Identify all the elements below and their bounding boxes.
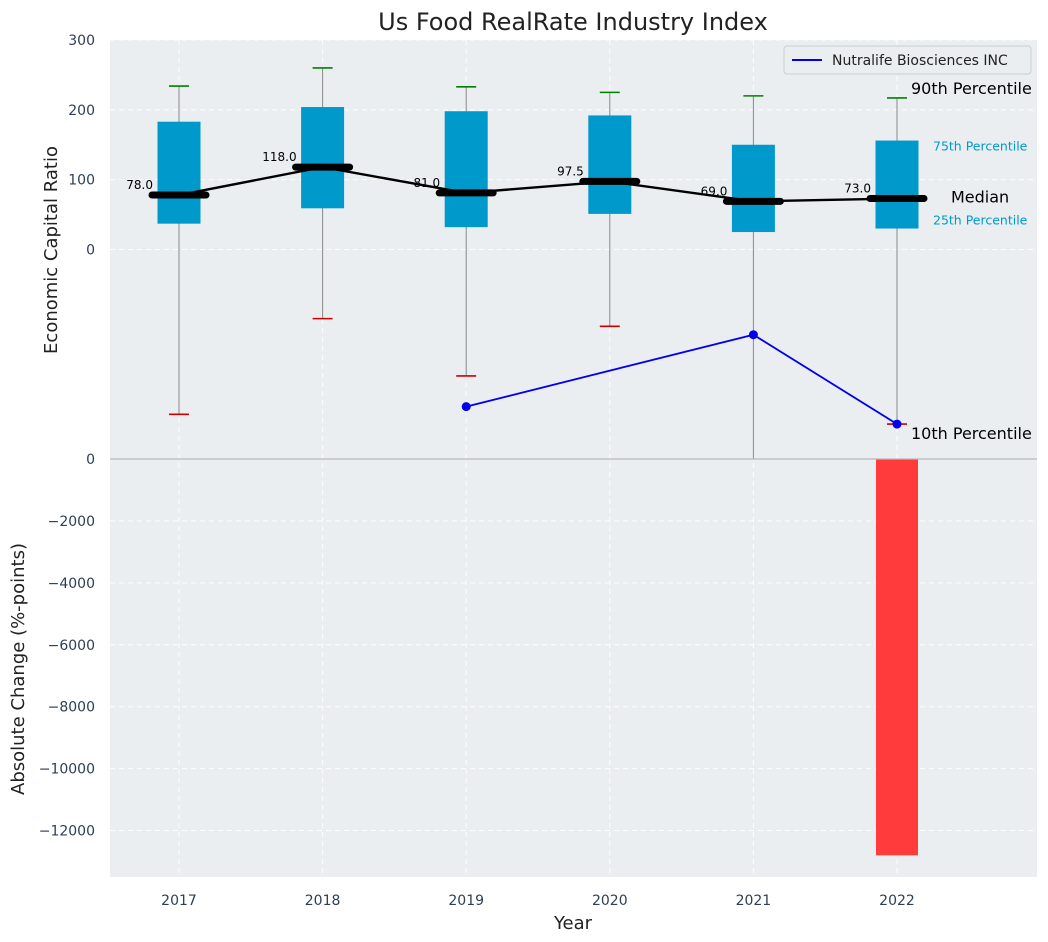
x-tick-label-2019: 2019	[448, 893, 484, 909]
y-tick-label-top-0: 0	[86, 243, 95, 259]
label-p25: 25th Percentile	[933, 213, 1028, 228]
y-tick-label-bottom--4000: −4000	[48, 576, 95, 592]
box-2022	[875, 140, 919, 229]
box-2020	[588, 115, 632, 214]
box-2021	[731, 144, 775, 233]
median-trend	[148, 163, 928, 205]
y-tick-label-bottom--12000: −12000	[39, 824, 95, 840]
median-label-2022: 73.0	[844, 182, 871, 196]
annotations: 78.0 118.0 81.0 97.5 69.0 73.0 90th Percentile…	[126, 79, 1032, 443]
y-tick-label-bottom--6000: −6000	[48, 638, 95, 654]
y-axis-title-top: Economic Capital Ratio	[41, 146, 62, 354]
y-tick-label-bottom--10000: −10000	[39, 762, 95, 778]
median-label-2021: 69.0	[701, 184, 728, 198]
company-point-2019	[461, 402, 471, 412]
y-tick-label-top-300: 300	[68, 33, 95, 49]
x-tick-label-2022: 2022	[879, 893, 915, 909]
x-axis-title: Year	[553, 913, 593, 934]
y-tick-label-top-200: 200	[68, 103, 95, 119]
legend-box	[783, 45, 1032, 75]
median-label-2017: 78.0	[126, 178, 153, 192]
y-axis-title-bottom: Absolute Change (%-points)	[8, 543, 29, 795]
box-2019	[444, 111, 488, 228]
label-p90: 90th Percentile	[911, 79, 1032, 98]
legend-label: Nutralife Biosciences INC	[832, 53, 1008, 69]
chart-title: Us Food RealRate Industry Index	[378, 8, 768, 36]
label-p75: 75th Percentile	[933, 139, 1028, 154]
x-tick-label-2018: 2018	[305, 893, 341, 909]
company-series	[461, 330, 902, 429]
box-plots	[157, 67, 919, 459]
x-tick-label-2021: 2021	[736, 893, 772, 909]
y-tick-label-bottom--8000: −8000	[48, 700, 95, 716]
box-2017	[157, 121, 201, 224]
x-tick-label-2017: 2017	[161, 893, 197, 909]
x-tick-label-2020: 2020	[592, 893, 628, 909]
change-bar-2022	[876, 459, 918, 856]
label-p10: 10th Percentile	[911, 424, 1032, 443]
company-point-2022	[892, 419, 902, 429]
company-point-2021	[748, 330, 758, 340]
box-2018	[301, 107, 345, 209]
y-tick-label-bottom--2000: −2000	[48, 514, 95, 530]
median-label-2019: 81.0	[413, 176, 440, 190]
median-label-2018: 118.0	[262, 150, 296, 164]
legend: Nutralife Biosciences INC	[783, 45, 1032, 75]
median-label-2020: 97.5	[557, 164, 584, 178]
change-bars	[876, 459, 918, 856]
y-tick-label-top-100: 100	[68, 173, 95, 189]
label-median: Median	[951, 188, 1009, 207]
axes: 0 100 200 300 0 −2000 −4000 −6000 −8000 −10000 −12…	[39, 33, 1037, 909]
y-tick-label-bottom-zero: 0	[86, 452, 95, 468]
